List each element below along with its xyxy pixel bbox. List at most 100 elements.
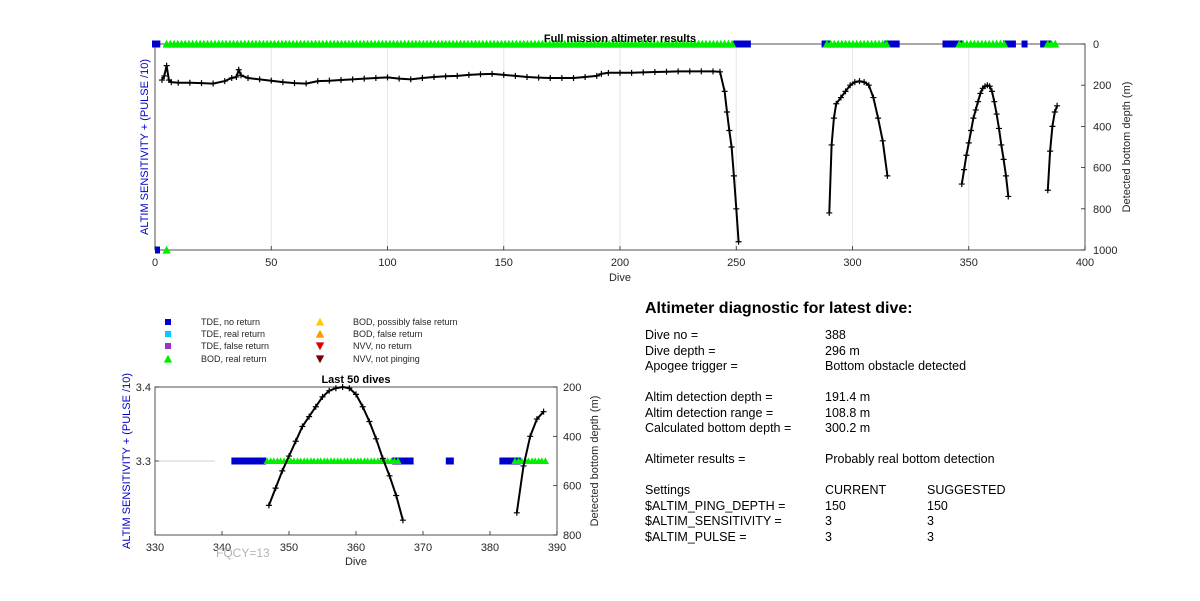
depth-point: [842, 88, 849, 95]
tde-no-return-band: [1040, 40, 1051, 48]
depth-point: [991, 98, 998, 105]
depth-point: [442, 73, 449, 80]
depth-point: [828, 141, 835, 148]
depth-point: [1049, 123, 1056, 130]
tde-no-return-band: [733, 40, 751, 48]
diagnostic-heading: Altimeter diagnostic for latest dive:: [645, 300, 913, 317]
top-x-axis-label: Dive: [609, 272, 631, 284]
setting-current: 3: [825, 514, 832, 528]
depth-point: [465, 71, 472, 78]
legend-entry-label: BOD, real return: [201, 354, 267, 364]
bottom-y-tick-label: 400: [563, 431, 581, 443]
tde-no-return-band: [152, 40, 161, 48]
depth-point: [279, 79, 286, 86]
depth-point: [995, 125, 1002, 132]
apogee-trigger-label: Apogee trigger =: [645, 359, 738, 373]
depth-point: [598, 70, 605, 77]
setting-suggested: 3: [927, 514, 934, 528]
tde-no-return-marker: [499, 457, 508, 465]
depth-point: [865, 82, 872, 89]
top-y-tick-label: 400: [1093, 121, 1111, 133]
depth-point: [640, 69, 647, 76]
depth-point: [726, 127, 733, 134]
depth-point: [419, 74, 426, 81]
top-x-tick-label: 250: [727, 257, 745, 269]
legend-entry-label: TDE, real return: [201, 329, 265, 339]
tde-no-return-marker: [405, 457, 414, 465]
depth-point: [1000, 156, 1007, 163]
tde-no-return-marker: [251, 457, 260, 465]
bottom-x-ticks: 330 340 350 360 370 380 390: [146, 531, 566, 554]
depth-point: [339, 384, 346, 390]
depth-point: [399, 517, 406, 524]
top-x-tick-label: 300: [843, 257, 861, 269]
depth-point: [373, 435, 380, 442]
depth-point: [851, 79, 858, 86]
depth-point: [303, 80, 310, 87]
depth-point: [384, 74, 391, 81]
depth-point: [968, 127, 975, 134]
bod-real-return-marker: [1051, 39, 1060, 48]
depth-point: [723, 108, 730, 115]
depth-point: [963, 152, 970, 159]
altim-detection-range-value: 108.8 m: [825, 405, 871, 420]
bottom-x-tick-label: 330: [146, 542, 164, 554]
depth-point: [570, 74, 577, 81]
bottom-x-tick-label: 370: [414, 542, 432, 554]
setting-suggested: 150: [927, 498, 948, 513]
top-y-tick-label: 600: [1093, 163, 1111, 175]
bottom-depth-lines: [265, 384, 547, 524]
depth-point: [986, 83, 993, 90]
depth-point: [830, 115, 837, 122]
legend-triangle-up-marker: [315, 317, 325, 326]
depth-point: [965, 139, 972, 146]
depth-point: [728, 144, 735, 150]
bod-real-return-marker: [541, 457, 549, 465]
depth-line-segment: [828, 80, 889, 213]
top-chart-title: Full mission altimeter results: [544, 33, 696, 45]
depth-point: [477, 71, 484, 78]
legend: TDE, no return TDE, real return TDE, false…: [163, 317, 458, 364]
legend-square-marker: [165, 343, 171, 349]
depth-point: [975, 98, 982, 105]
altimeter-results-label: Altimeter results =: [645, 452, 746, 466]
bottom-x-tick-label: 360: [347, 542, 365, 554]
top-x-tick-label: 50: [265, 257, 277, 269]
top-x-tick-label: 100: [378, 257, 396, 269]
diagnostic-table: Dive no = 388 Dive depth = 296 m Apogee tr…: [645, 328, 1006, 545]
bod-real-return-marker: [394, 457, 402, 465]
depth-point: [524, 73, 530, 80]
depth-point: [972, 106, 979, 113]
tde-no-return-marker: [155, 246, 160, 254]
setting-current: 150: [825, 498, 846, 513]
bottom-x-tick-label: 350: [280, 542, 298, 554]
depth-point: [833, 100, 840, 107]
depth-point: [186, 79, 193, 86]
depth-point: [319, 393, 326, 400]
depth-point: [431, 73, 437, 80]
dive-depth-label: Dive depth =: [645, 343, 716, 358]
depth-point: [332, 385, 339, 392]
depth-point: [210, 80, 217, 87]
depth-point: [1054, 102, 1061, 109]
tde-no-return-marker: [231, 457, 240, 465]
depth-point: [716, 68, 723, 75]
depth-line-segment: [161, 65, 740, 242]
calculated-bottom-depth-value: 300.2 m: [825, 421, 871, 435]
depth-point: [299, 423, 306, 430]
top-y-tick-label: 200: [1093, 80, 1111, 92]
tde-no-return-band: [884, 40, 900, 48]
tde-no-return-marker: [398, 457, 407, 465]
depth-point: [593, 72, 600, 79]
bottom-y-left-axis-label: ALTIM SENSITIVITY + (PULSE /10): [121, 373, 133, 549]
depth-point: [735, 238, 742, 245]
top-y-left-axis-label: ALTIM SENSITIVITY + (PULSE /10): [139, 59, 151, 235]
depth-point: [291, 80, 298, 87]
bottom-y-right-ticks: 200 400 600 800: [553, 382, 581, 542]
depth-point: [958, 181, 965, 188]
depth-point: [326, 387, 333, 394]
dive-no-value: 388: [825, 328, 846, 342]
depth-point: [856, 78, 863, 85]
depth-line-segment: [1046, 105, 1059, 191]
